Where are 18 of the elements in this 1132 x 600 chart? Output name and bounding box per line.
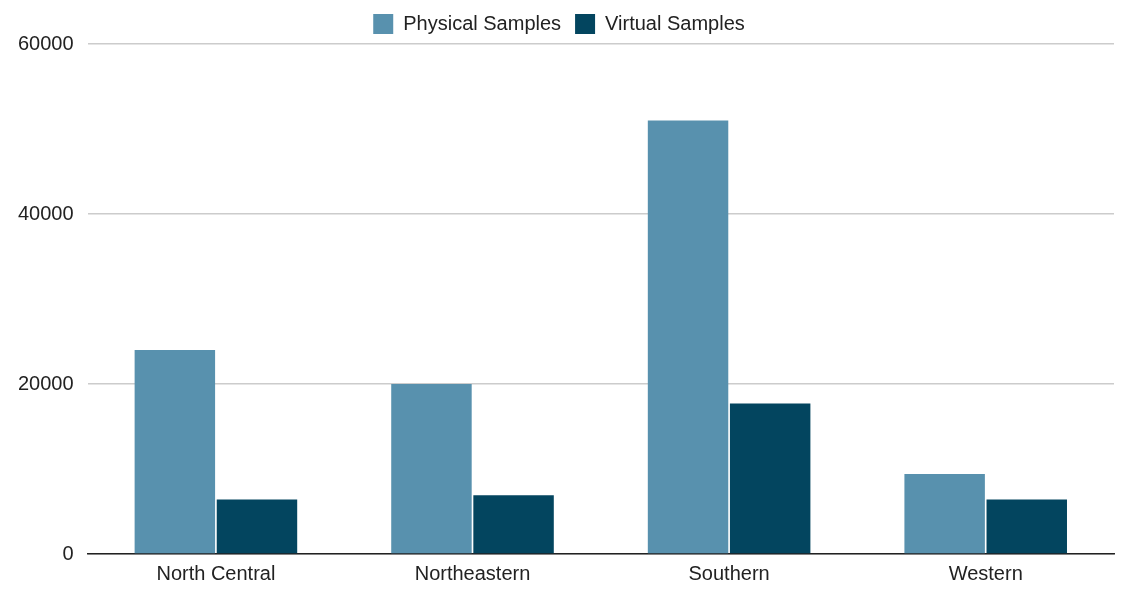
bar [904, 474, 985, 554]
bar [986, 499, 1067, 554]
legend-label: Physical Samples [403, 11, 562, 34]
bar [391, 384, 472, 554]
bar [134, 350, 216, 554]
y-tick-label: 40000 [17, 201, 74, 224]
y-tick-label: 20000 [17, 371, 74, 394]
bar [647, 120, 729, 554]
x-tick-label: North Central [156, 561, 276, 584]
x-tick-label: Southern [688, 561, 770, 584]
bar [729, 403, 811, 554]
bar [473, 495, 554, 554]
x-tick-label: Northeastern [414, 561, 531, 584]
x-tick-label: Western [948, 561, 1023, 584]
y-tick-label: 60000 [17, 31, 74, 54]
bar [216, 499, 298, 554]
y-tick-label: 0 [62, 541, 74, 564]
legend-label: Virtual Samples [605, 11, 745, 34]
